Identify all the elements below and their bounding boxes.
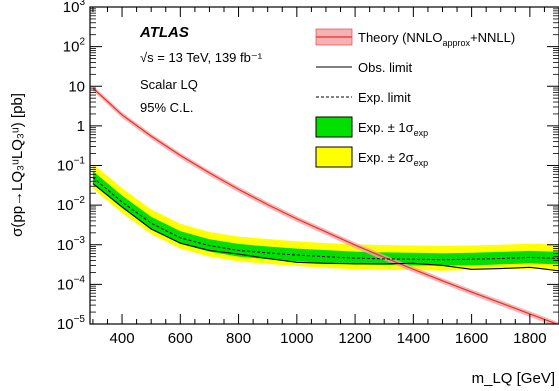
y-tick-label: 10 (68, 78, 85, 95)
legend-label-subscript: exp (414, 128, 429, 138)
y-tick-label-base: 10 (57, 158, 74, 175)
legend-band2-symbol (315, 146, 353, 168)
y-tick-label-exponent: −5 (74, 314, 86, 325)
legend-label-text: Exp. limit (358, 90, 411, 105)
x-tick-label: 1600 (455, 330, 488, 347)
y-tick-label-exponent: 2 (79, 37, 85, 48)
x-tick-label: 1200 (338, 330, 371, 347)
x-tick-label: 1000 (280, 330, 313, 347)
experiment-label: ATLAS (139, 24, 189, 41)
signal-model-label: Scalar LQ (140, 77, 198, 92)
y-tick-label-exponent: −1 (74, 156, 86, 167)
y-axis-title: σ(pp→LQ₃ᵘLQ₃ᵘ) [pb] (9, 93, 26, 237)
legend-obs-label: Obs. limit (358, 60, 413, 75)
legend-label-suffix: +NNLL) (470, 30, 515, 45)
axis-ticks: 400 600 800 1000 1200 1400 1600 180010−510−410−… (57, 0, 559, 347)
confidence-level-label: 95% C.L. (140, 100, 193, 115)
x-tick-label: 400 (110, 330, 135, 347)
x-tick-label: 1400 (397, 330, 430, 347)
y-tick-label-base: 1 (77, 118, 85, 135)
y-tick-label: 1 (77, 118, 85, 135)
x-axis-title: m_LQ [GeV] (472, 370, 555, 387)
y-tick-label-base: 10 (63, 39, 80, 56)
legend: Theory (NNLOapprox+NNLL) Obs. limit Exp. l… (315, 28, 515, 168)
legend-band1-label: Exp. ± 1σexp (358, 120, 428, 138)
energy-lumi-label: √s = 13 TeV, 139 fb⁻¹ (140, 50, 263, 65)
y-tick-label: 10−1 (57, 156, 86, 175)
limit-curves (92, 85, 559, 324)
legend-label-text: Theory (NNLO (358, 30, 443, 45)
x-tick-label: 800 (226, 330, 251, 347)
y-tick-label-base: 10 (63, 0, 80, 16)
expected-limit-curve (92, 177, 559, 261)
y-tick-label-exponent: −2 (74, 195, 86, 206)
y-tick-label-base: 10 (57, 276, 74, 293)
legend-label-text: Exp. ± 1σ (358, 120, 414, 135)
y-tick-label: 103 (63, 0, 86, 16)
y-tick-label-base: 10 (57, 197, 74, 214)
y-tick-label-exponent: −3 (74, 235, 86, 246)
legend-band1-symbol (315, 116, 353, 138)
legend-label-subscript: exp (414, 158, 429, 168)
legend-label-text: Obs. limit (358, 60, 413, 75)
legend-label-text: Exp. ± 2σ (358, 150, 414, 165)
y-tick-label: 102 (63, 37, 86, 56)
y-tick-label-base: 10 (57, 316, 74, 333)
theory-curve (92, 87, 559, 324)
legend-band2-label: Exp. ± 2σexp (358, 150, 428, 168)
y-tick-label-base: 10 (68, 78, 85, 95)
y-tick-label: 10−4 (57, 274, 86, 293)
y-tick-label-exponent: −4 (74, 274, 86, 285)
y-tick-label: 10−3 (57, 235, 86, 254)
legend-theory-label: Theory (NNLOapprox+NNLL) (358, 30, 515, 48)
legend-label-subscript: approx (443, 38, 471, 48)
observed-limit-curve (92, 183, 559, 272)
expected-bands (92, 163, 559, 271)
x-tick-label: 600 (168, 330, 193, 347)
atlas-label-block: ATLAS √s = 13 TeV, 139 fb⁻¹ Scalar LQ 95… (139, 24, 263, 115)
y-tick-label-base: 10 (57, 237, 74, 254)
y-tick-label: 10−5 (57, 314, 86, 333)
y-tick-label: 10−2 (57, 195, 86, 214)
legend-exp-label: Exp. limit (358, 90, 411, 105)
x-tick-label: 1800 (513, 330, 546, 347)
y-tick-label-exponent: 3 (79, 0, 85, 8)
exp-1sigma-band (92, 171, 559, 266)
